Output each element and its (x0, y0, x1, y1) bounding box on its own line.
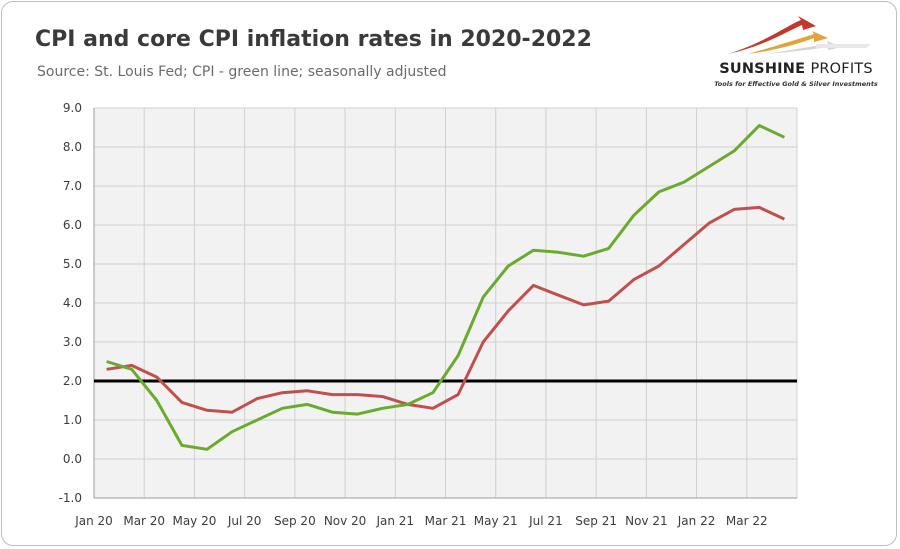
x-tick-label: Jan 21 (375, 514, 414, 528)
chart-title: CPI and core CPI inflation rates in 2020… (35, 27, 592, 52)
x-tick-label: Mar 21 (425, 514, 467, 528)
x-axis-tick-labels: Jan 20 Mar 20 May 20 Jul 20 Sep 20 Nov 20 Jan … (74, 514, 767, 528)
y-tick-label: 2.0 (63, 374, 82, 388)
x-tick-label: Jan 20 (74, 514, 113, 528)
series-line-core-cpi (106, 205, 786, 414)
sunshine-profits-logo: SUNSHINE PROFITS Tools for Effective Gol… (706, 14, 886, 94)
series-layer (106, 124, 786, 451)
y-tick-label: 1.0 (63, 413, 82, 427)
x-tick-label: Mar 22 (726, 514, 768, 528)
logo-name-light: PROFITS (810, 61, 873, 77)
x-tick-label: Nov 20 (324, 514, 367, 528)
y-tick-label: 6.0 (63, 218, 82, 232)
y-tick-label: 0.0 (63, 452, 82, 466)
x-tick-label: May 21 (474, 514, 518, 528)
logo-name-bold: SUNSHINE (719, 61, 806, 77)
y-tick-label: -1.0 (59, 491, 82, 505)
x-tick-label: Sep 21 (575, 514, 617, 528)
x-tick-label: Jul 20 (227, 514, 262, 528)
x-tick-label: Nov 21 (625, 514, 668, 528)
chart-subtitle: Source: St. Louis Fed; CPI - green line;… (37, 64, 447, 80)
logo-swoosh-icon (728, 16, 871, 54)
y-tick-label: 5.0 (63, 257, 82, 271)
x-tick-label: May 20 (172, 514, 216, 528)
y-tick-label: 8.0 (63, 140, 82, 154)
x-tick-label: Jul 21 (528, 514, 563, 528)
series-line-cpi (106, 124, 786, 451)
x-tick-label: Jan 22 (677, 514, 716, 528)
y-tick-label: 7.0 (63, 179, 82, 193)
y-tick-label: 3.0 (63, 335, 82, 349)
x-tick-label: Mar 20 (123, 514, 165, 528)
x-tick-label: Sep 20 (274, 514, 316, 528)
logo-tagline: Tools for Effective Gold & Silver Invest… (714, 80, 878, 88)
logo-name: SUNSHINE PROFITS (706, 61, 886, 77)
y-tick-label: 4.0 (63, 296, 82, 310)
y-axis-tick-labels: -1.0 0.0 1.0 2.0 3.0 4.0 5.0 6.0 7.0 8.0 9.0 (59, 101, 82, 505)
y-tick-label: 9.0 (63, 101, 82, 115)
